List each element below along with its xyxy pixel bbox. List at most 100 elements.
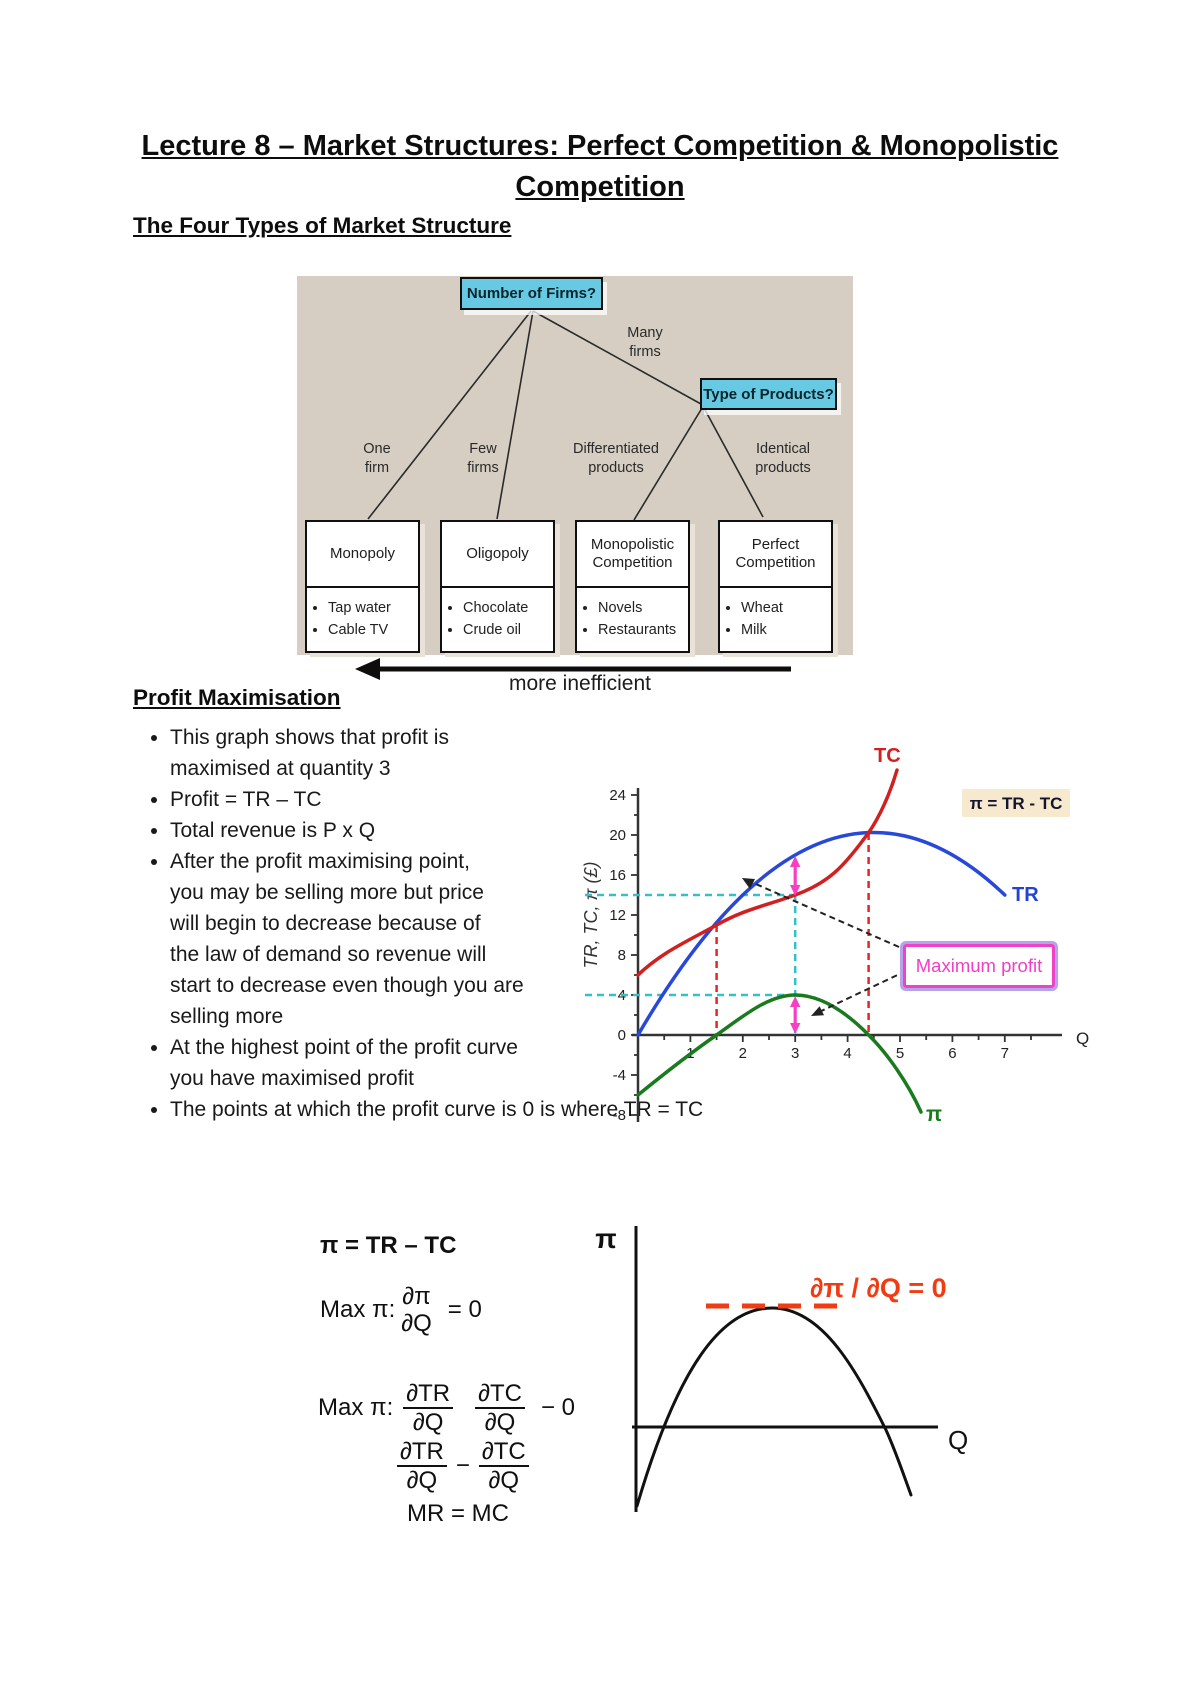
formula-prefix: Max π: <box>318 1394 394 1421</box>
svg-text:24: 24 <box>609 787 626 804</box>
denominator: ∂Q <box>484 1409 516 1436</box>
guide-lines <box>585 833 870 1035</box>
example-item: Novels <box>598 597 688 619</box>
profit-gap-arrows <box>790 856 801 1034</box>
market-box-monopoly: Monopoly Tap water Cable TV <box>305 520 420 653</box>
minus-sign: − <box>455 1452 470 1479</box>
market-box-title: Monopolistic Competition <box>577 522 688 588</box>
formula-tr-tc-derivatives: Max π: ∂TR ∂Q ∂TC ∂Q − 0 <box>318 1380 575 1436</box>
maximum-profit-callout: Maximum profit <box>900 941 1058 991</box>
branch-label-few-firms: Few firms <box>467 441 499 476</box>
tc-curve-label: TC <box>874 745 901 767</box>
branch-label-many-firms: Many firms <box>627 325 663 360</box>
numerator: ∂π <box>402 1283 431 1310</box>
example-item: Wheat <box>741 597 831 619</box>
market-box-examples: Chocolate Crude oil <box>442 597 553 641</box>
market-structure-diagram: Number of Firms? Type of Products? One f… <box>297 276 853 655</box>
formula-box-background <box>962 789 1070 817</box>
profit-maximisation-chart: 24 20 16 12 8 4 0 -4 -8 1 2 3 4 5 6 7 Q … <box>581 745 1089 1126</box>
numerator: ∂TC <box>475 1380 525 1409</box>
callout-pointer-arrows <box>742 878 907 1016</box>
node-type-of-products: Type of Products? <box>700 378 837 410</box>
formula-derivative-difference: ∂TR ∂Q − ∂TC ∂Q <box>397 1438 529 1494</box>
example-item: Cable TV <box>328 619 418 641</box>
note-item: Profit = TR – TC <box>170 784 690 815</box>
example-item: Crude oil <box>463 619 553 641</box>
x-axis-labels: 1 2 3 4 5 6 7 <box>686 1045 1009 1062</box>
tree-branches <box>367 310 764 521</box>
inefficiency-caption: more inefficient <box>508 672 652 695</box>
svg-text:5: 5 <box>896 1045 904 1062</box>
market-box-examples: Wheat Milk <box>720 597 831 641</box>
svg-text:3: 3 <box>791 1045 799 1062</box>
numerator: ∂TR <box>403 1380 454 1409</box>
denominator: ∂Q <box>412 1409 444 1436</box>
node-number-of-firms: Number of Firms? <box>460 277 603 310</box>
svg-text:8: 8 <box>618 947 626 964</box>
note-item: At the highest point of the profit curve… <box>170 1032 690 1094</box>
market-box-monopolistic-competition: Monopolistic Competition Novels Restaura… <box>575 520 690 653</box>
svg-text:-4: -4 <box>613 1067 626 1084</box>
y-axis-labels: 24 20 16 12 8 4 0 -4 -8 <box>609 787 626 1124</box>
equals-zero: = 0 <box>447 1296 482 1323</box>
svg-text:-8: -8 <box>613 1107 626 1124</box>
market-box-perfect-competition: Perfect Competition Wheat Milk <box>718 520 833 653</box>
market-box-examples: Tap water Cable TV <box>307 597 418 641</box>
svg-text:4: 4 <box>843 1045 851 1062</box>
x-axis-title: Q <box>948 1425 968 1455</box>
formula-box-label: π = TR - TC <box>970 794 1063 813</box>
dtr-dq-fraction: ∂TR ∂Q <box>397 1438 447 1494</box>
note-item: The points at which the profit curve is … <box>170 1094 830 1125</box>
market-box-title: Oligopoly <box>442 522 553 588</box>
y-axis-title: TR, TC, π (£) <box>581 861 601 968</box>
profit-parabola-chart: π Q ∂π / ∂Q = 0 <box>595 1223 968 1512</box>
branch-label-one-firm: One firm <box>363 441 391 476</box>
tr-curve <box>636 830 1007 1037</box>
numerator: ∂TC <box>478 1438 529 1467</box>
note-item: After the profit maximising point, you m… <box>170 846 690 1032</box>
svg-text:2: 2 <box>739 1045 747 1062</box>
dtr-dq-fraction: ∂TR ∂Q <box>403 1380 454 1436</box>
dtc-dq-fraction: ∂TC ∂Q <box>475 1380 525 1436</box>
profit-curve <box>636 993 923 1114</box>
derivative-stack: ∂π ∂Q <box>401 1283 432 1337</box>
example-item: Milk <box>741 619 831 641</box>
chart-axes <box>632 1226 938 1512</box>
svg-text:16: 16 <box>609 867 626 884</box>
left-arrowhead-icon <box>355 658 380 680</box>
branch-label-identical: Identical products <box>755 441 811 476</box>
branch-label-differentiated: Differentiated products <box>573 441 659 476</box>
x-axis-title: Q <box>1076 1029 1089 1048</box>
svg-text:6: 6 <box>948 1045 956 1062</box>
tr-curve-label: TR <box>1012 884 1039 906</box>
svg-text:7: 7 <box>1001 1045 1009 1062</box>
formula-prefix: Max π: <box>320 1296 396 1323</box>
denominator: ∂Q <box>401 1310 432 1337</box>
svg-text:12: 12 <box>609 907 626 924</box>
denominator: ∂Q <box>488 1467 520 1494</box>
profit-parabola-curve <box>635 1306 913 1508</box>
market-box-title: Perfect Competition <box>720 522 831 588</box>
slope-zero-annotation: ∂π / ∂Q = 0 <box>810 1273 947 1303</box>
heading-profit-maximisation: Profit Maximisation <box>133 685 341 710</box>
profit-notes-list: This graph shows that profit is maximise… <box>133 722 703 1125</box>
formula-mr-equals-mc: MR = MC <box>407 1500 509 1527</box>
svg-text:20: 20 <box>609 827 626 844</box>
market-box-oligopoly: Oligopoly Chocolate Crude oil <box>440 520 555 653</box>
formula-profit-identity: π = TR – TC <box>320 1232 457 1259</box>
note-item: This graph shows that profit is maximise… <box>170 722 690 784</box>
inefficiency-arrow <box>355 658 791 680</box>
example-item: Restaurants <box>598 619 688 641</box>
example-item: Chocolate <box>463 597 553 619</box>
market-box-title: Monopoly <box>307 522 418 588</box>
numerator: ∂TR <box>397 1438 447 1467</box>
note-item: Total revenue is P x Q <box>170 815 690 846</box>
market-box-examples: Novels Restaurants <box>577 597 688 641</box>
formula-first-order-condition: Max π: ∂π ∂Q = 0 <box>320 1283 482 1337</box>
profit-curve-label: π <box>926 1103 942 1126</box>
svg-text:0: 0 <box>618 1027 626 1044</box>
example-item: Tap water <box>328 597 418 619</box>
dtc-dq-fraction: ∂TC ∂Q <box>478 1438 529 1494</box>
minus-zero: − 0 <box>540 1394 575 1421</box>
